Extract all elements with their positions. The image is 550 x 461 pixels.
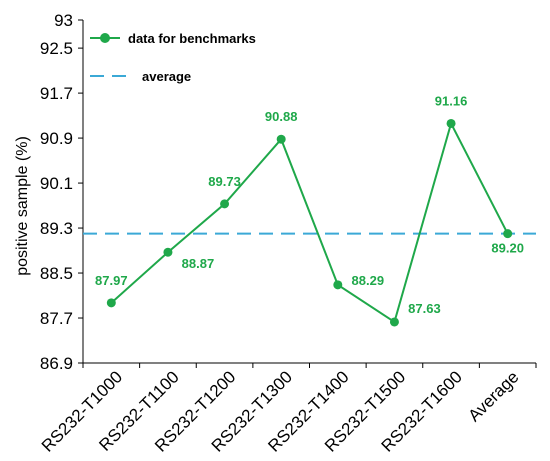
- series-group: 87.97 88.87 89.73 90.88 88.29 87.63 91.16 89.20: [95, 93, 524, 327]
- x-tick-label: Average: [465, 367, 523, 425]
- y-tick-label: 90.9: [40, 129, 73, 148]
- data-point: [503, 229, 513, 239]
- data-label: 90.88: [265, 109, 298, 124]
- y-tick-label: 88.5: [40, 264, 73, 283]
- y-tick-label: 87.7: [40, 309, 73, 328]
- legend-average-label: average: [142, 69, 191, 84]
- data-label: 89.20: [491, 241, 524, 256]
- y-tick-label: 92.5: [40, 39, 73, 58]
- data-label: 91.16: [435, 93, 468, 108]
- legend-series-marker: [100, 33, 110, 43]
- data-point: [106, 298, 116, 308]
- y-axis-ticks: 86.9 87.7 88.5 89.3 90.1 90.9 91.7 92.5 93: [40, 11, 83, 373]
- data-point: [333, 280, 343, 290]
- data-point: [163, 247, 173, 257]
- data-point: [220, 199, 230, 209]
- y-axis-title: positive sample (%): [14, 136, 31, 276]
- data-label: 87.63: [408, 301, 441, 316]
- series-line: [110, 120, 509, 324]
- data-label: 88.29: [352, 273, 385, 288]
- data-label: 87.97: [95, 273, 128, 288]
- data-point: [389, 317, 399, 327]
- y-tick-label: 93: [54, 11, 73, 30]
- data-label: 88.87: [182, 256, 215, 271]
- x-axis-ticks: RS232-T1000RS232-T1100RS232-T1200RS232-T…: [38, 363, 537, 456]
- y-tick-label: 89.3: [40, 219, 73, 238]
- legend-series-label: data for benchmarks: [128, 31, 256, 46]
- data-label: 89.73: [208, 174, 241, 189]
- legend: data for benchmarks average: [90, 31, 256, 84]
- data-point: [446, 118, 456, 128]
- y-tick-label: 86.9: [40, 354, 73, 373]
- y-tick-label: 90.1: [40, 174, 73, 193]
- y-tick-label: 91.7: [40, 84, 73, 103]
- data-point: [276, 134, 286, 144]
